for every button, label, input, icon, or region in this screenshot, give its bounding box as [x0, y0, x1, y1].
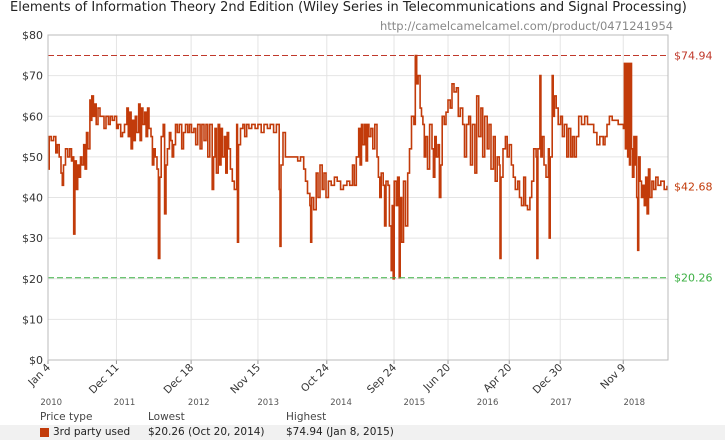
y-tick-label: $80	[22, 29, 43, 42]
series-line-3rd-party-used	[48, 54, 668, 280]
x-tick-label: Dec 18	[162, 362, 197, 397]
chart-title: Elements of Information Theory 2nd Editi…	[10, 0, 687, 15]
year-label: 2015	[403, 398, 425, 405]
y-tick-label: $40	[22, 192, 43, 205]
table-row: 3rd party used $20.26 (Oct 20, 2014) $74…	[0, 425, 725, 440]
x-tick-label: Nov 15	[228, 362, 263, 397]
year-label: 2011	[114, 398, 136, 405]
year-labels: 2010 2011 2012 2013 2014 2015 2016 2017 2018	[40, 398, 645, 405]
year-label: 2010	[40, 398, 62, 405]
series-swatch	[40, 428, 49, 437]
year-label: 2014	[330, 398, 352, 405]
year-label: 2018	[623, 398, 645, 405]
header-highest: Highest	[286, 411, 327, 423]
table-header: Price type Lowest Highest	[0, 410, 725, 425]
x-tick-label: Oct 24	[299, 361, 332, 394]
y-tick-label: $30	[22, 232, 43, 245]
x-axis-ticks: Jan 4 Dec 11 Dec 18 Nov 15 Oct 24 Sep 24 Jun 2…	[25, 360, 628, 396]
y-tick-label: $20	[22, 273, 43, 286]
grid	[47, 34, 668, 361]
reference-label: $20.26	[674, 272, 713, 285]
row-price-type: 3rd party used	[53, 426, 131, 438]
x-tick-label: Apr 20	[481, 362, 514, 395]
x-tick-label: Nov 9	[598, 362, 628, 392]
year-label: 2017	[550, 398, 572, 405]
x-tick-label: Jun 20	[421, 362, 454, 395]
y-tick-label: $60	[22, 110, 43, 123]
source-url[interactable]: http://camelcamelcamel.com/product/04712…	[380, 19, 674, 33]
year-label: 2016	[477, 398, 499, 405]
y-tick-label: $10	[22, 313, 43, 326]
reference-lines: $74.94 $20.26 $42.68	[48, 50, 713, 285]
row-lowest: $20.26 (Oct 20, 2014)	[148, 426, 265, 438]
current-price-label: $42.68	[674, 181, 713, 194]
y-tick-label: $70	[22, 70, 43, 83]
plot-frame	[47, 34, 669, 361]
year-label: 2013	[257, 398, 279, 405]
year-label: 2012	[188, 398, 210, 405]
header-lowest: Lowest	[148, 411, 185, 423]
x-tick-label: Dec 30	[531, 362, 566, 397]
header-price-type: Price type	[40, 411, 93, 423]
y-axis-ticks: $0 $10 $20 $30 $40 $50 $60 $70 $80	[22, 29, 43, 367]
y-tick-label: $50	[22, 151, 43, 164]
x-tick-label: Dec 11	[87, 362, 122, 397]
price-series	[48, 54, 668, 280]
x-tick-label: Sep 24	[365, 361, 400, 396]
row-highest: $74.94 (Jan 8, 2015)	[286, 426, 394, 438]
price-chart: $0$10$20$30$40$50$60$70$80 Jan 4 Dec 11 De…	[22, 29, 713, 405]
reference-label: $74.94	[674, 50, 713, 63]
y-tick-label: $0	[29, 354, 43, 367]
